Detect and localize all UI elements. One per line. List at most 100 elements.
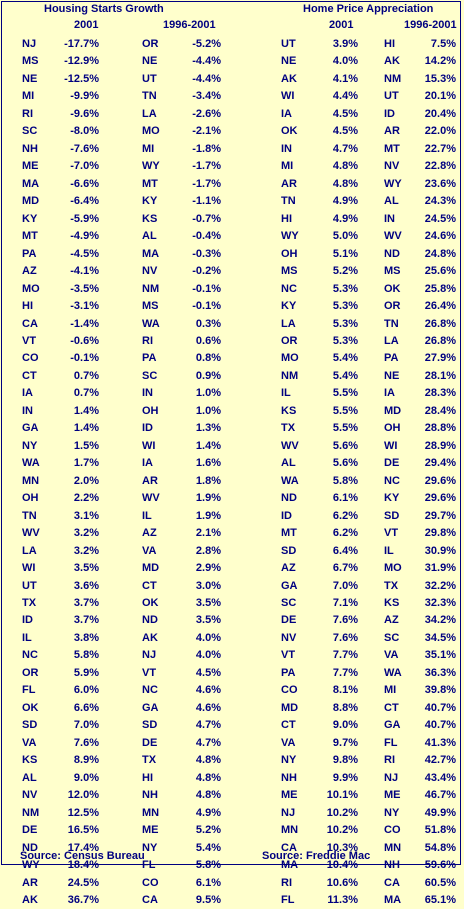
housing-state-1996-2001: ME [142,824,159,837]
table-row: MA -6.6% MT -1.7% AR 4.8% WY 23.6% [0,176,464,193]
housing-state-2001: GA [22,422,39,435]
housing-state-1996-2001: GA [142,701,159,714]
price-appreciation-2001: 7.0% [332,579,358,592]
housing-state-1996-2001: TN [142,90,157,103]
price-state-2001: CA [281,841,297,854]
housing-growth-2001: -6.4% [70,195,99,208]
housing-state-2001: SC [22,125,38,138]
housing-state-1996-2001: WV [142,492,160,505]
price-appreciation-1996-2001: 15.3% [424,72,456,85]
price-state-1996-2001: TN [384,317,399,330]
price-state-2001: AL [281,457,296,470]
housing-growth-2001: -9.9% [70,90,99,103]
price-state-1996-2001: AK [384,55,400,68]
housing-state-1996-2001: KY [142,195,158,208]
housing-state-2001: ME [22,160,39,173]
price-appreciation-2001: 5.0% [332,230,358,243]
table-row: NY 1.5% WI 1.4% WV 5.6% WI 28.9% [0,438,464,455]
table-row: ME -7.0% WY -1.7% MI 4.8% NV 22.8% [0,158,464,175]
table-row: NE -12.5% UT -4.4% AK 4.1% NM 15.3% [0,71,464,88]
housing-state-2001: CT [22,369,37,382]
price-appreciation-1996-2001: 40.7% [424,701,456,714]
table-row: WI 3.5% MD 2.9% AZ 6.7% MO 31.9% [0,560,464,577]
price-appreciation-2001: 9.0% [332,719,358,732]
price-state-1996-2001: DE [384,457,400,470]
housing-growth-2001: -4.1% [70,265,99,278]
price-state-2001: CO [281,684,298,697]
price-state-2001: MD [281,701,299,714]
table-row: ID 3.7% ND 3.5% DE 7.6% AZ 34.2% [0,612,464,629]
housing-growth-1996-2001: -0.7% [192,212,221,225]
table-row: AL 9.0% HI 4.8% NH 9.9% NJ 43.4% [0,770,464,787]
price-state-2001: WY [281,230,299,243]
housing-state-1996-2001: WI [142,439,156,452]
housing-2001-header: 2001 [74,19,99,31]
table-row: NH -7.6% MI -1.8% IN 4.7% MT 22.7% [0,141,464,158]
price-state-2001: MO [281,352,299,365]
price-state-2001: VT [281,649,296,662]
price-appreciation-2001: 5.8% [332,474,358,487]
price-appreciation-1996-2001: 49.9% [424,806,456,819]
price-state-2001: FL [281,893,295,906]
price-source: Source: Freddie Mac [262,850,371,862]
table-row: PA -4.5% MA -0.3% OH 5.1% ND 24.8% [0,246,464,263]
price-appreciation-1996-2001: 25.6% [424,265,456,278]
table-row: KS 8.9% TX 4.8% NY 9.8% RI 42.7% [0,752,464,769]
price-state-1996-2001: CA [384,876,400,889]
price-state-1996-2001: WV [384,230,402,243]
table-row: DE 16.5% ME 5.2% MN 10.2% CO 51.8% [0,822,464,839]
price-state-1996-2001: OR [384,300,401,313]
price-state-1996-2001: MS [384,265,401,278]
housing-growth-2001: 12.0% [67,789,99,802]
price-appreciation-2001: 7.1% [332,597,358,609]
housing-growth-1996-2001: 1.0% [195,404,221,417]
price-state-2001: CT [281,719,296,732]
price-appreciation-2001: 6.7% [332,562,358,575]
price-state-2001: ID [281,509,292,522]
housing-growth-2001: 1.7% [73,457,99,470]
housing-state-2001: WA [22,457,40,470]
housing-growth-2001: 0.7% [73,369,99,382]
housing-growth-2001: -9.6% [70,107,99,120]
price-state-1996-2001: LA [384,334,399,347]
price-state-1996-2001: NM [384,72,402,85]
price-appreciation-1996-2001: 32.2% [424,579,456,592]
price-appreciation-1996-2001: 34.2% [424,614,456,627]
housing-state-2001: CA [22,317,38,330]
housing-growth-1996-2001: -1.1% [192,195,221,208]
price-appreciation-2001: 7.7% [332,649,358,662]
housing-growth-2001: 3.1% [73,509,99,522]
housing-state-1996-2001: CO [142,876,159,889]
housing-growth-1996-2001: 4.8% [195,754,221,767]
table-row: MT -4.9% AL -0.4% WY 5.0% WV 24.6% [0,228,464,245]
housing-growth-1996-2001: 5.8% [195,859,221,872]
housing-growth-2001: -6.6% [70,177,99,190]
housing-growth-1996-2001: 1.9% [195,492,221,505]
housing-growth-2001: -5.9% [70,212,99,225]
table-row: OK 6.6% GA 4.6% MD 8.8% CT 40.7% [0,700,464,717]
housing-growth-1996-2001: 4.9% [195,806,221,819]
housing-state-1996-2001: AZ [142,527,157,540]
price-appreciation-1996-2001: 28.9% [424,439,456,452]
price-appreciation-1996-2001: 28.3% [424,387,456,400]
price-state-2001: VA [281,736,296,749]
housing-growth-1996-2001: -4.4% [192,55,221,68]
price-state-2001: GA [281,579,298,592]
table-row: OH 2.2% WV 1.9% ND 6.1% KY 29.6% [0,490,464,507]
price-appreciation-2001: 5.1% [332,247,358,260]
housing-growth-1996-2001: 2.9% [195,562,221,575]
housing-state-2001: IA [22,387,33,400]
price-appreciation-1996-2001: 26.8% [424,334,456,347]
housing-growth-2001: 3.8% [73,631,99,644]
price-appreciation-1996-2001: 29.6% [424,474,456,487]
price-state-1996-2001: NV [384,160,400,173]
table-row: MD -6.4% KY -1.1% TN 4.9% AL 24.3% [0,193,464,210]
housing-growth-2001: 3.7% [73,597,99,609]
housing-growth-1996-2001: 0.8% [195,352,221,365]
price-state-2001: MI [281,160,294,173]
price-appreciation-2001: 9.8% [332,754,358,767]
housing-growth-2001: 36.7% [67,893,99,906]
housing-growth-1996-2001: 3.5% [195,597,221,609]
housing-growth-2001: 5.8% [73,649,99,662]
table-row: WV 3.2% AZ 2.1% MT 6.2% VT 29.8% [0,525,464,542]
